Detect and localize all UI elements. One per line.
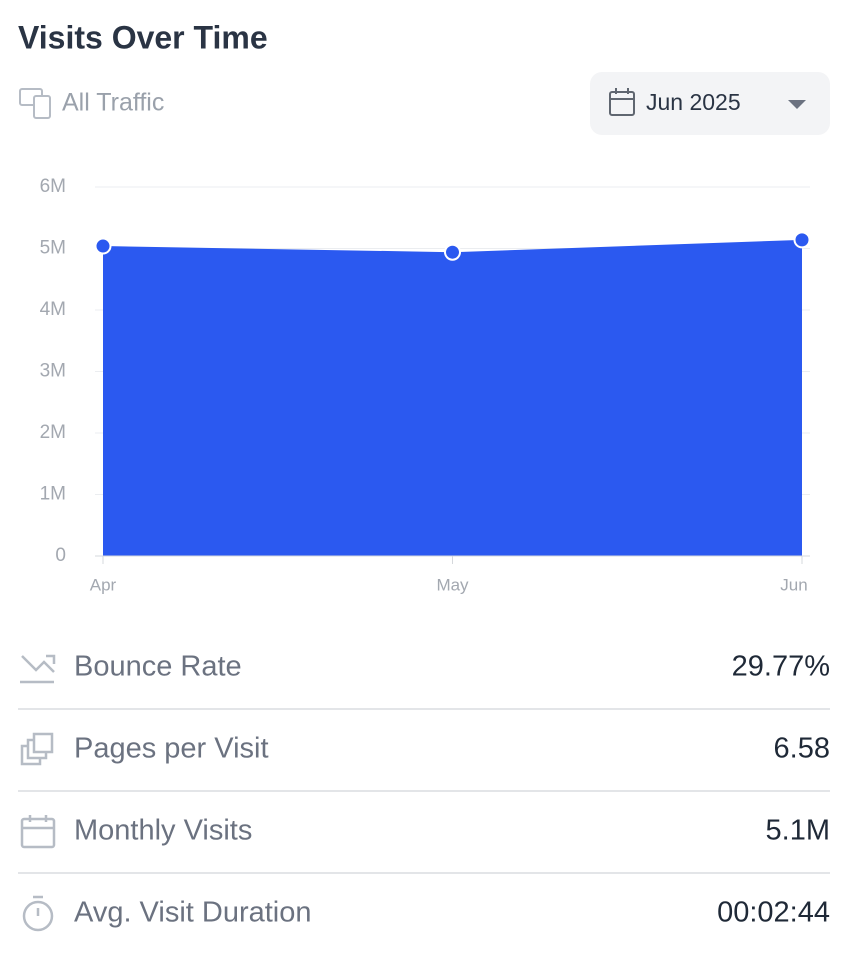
y-tick-label: 0 (55, 545, 66, 566)
traffic-icon (19, 88, 51, 119)
metric-label: Pages per Visit (74, 733, 269, 765)
metric-value: 00:02:44 (717, 897, 830, 929)
metric-value: 29.77% (732, 651, 830, 683)
date-dropdown[interactable] (590, 72, 830, 135)
traffic-filter[interactable]: All Traffic (62, 89, 164, 117)
visits-icon (20, 815, 56, 849)
x-tick-label: Apr (90, 575, 117, 594)
metric-label: Bounce Rate (74, 651, 242, 683)
calendar-icon (609, 88, 635, 116)
date-label[interactable]: Jun 2025 (646, 89, 741, 115)
metric-value: 5.1M (766, 815, 830, 847)
metric-value: 6.58 (774, 733, 830, 765)
chart: 0 1M 2M 3M 4M 5M 6M Apr May Jun (40, 176, 811, 594)
pages-icon (20, 732, 54, 766)
point (444, 243, 461, 261)
metric-label: Monthly Visits (74, 815, 252, 847)
point (94, 237, 112, 255)
dropdown-arrow (788, 100, 806, 109)
y-tick-label: 4M (40, 299, 66, 320)
y-tick-label: 1M (40, 484, 66, 505)
duration-icon (22, 895, 54, 932)
y-tick-label: 3M (40, 361, 66, 382)
title: Visits Over Time (18, 19, 268, 55)
bounce-icon (20, 654, 56, 684)
x-tick-label: Jun (780, 575, 807, 594)
x-tick-label: May (436, 575, 469, 594)
area (103, 239, 802, 556)
metrics: Bounce Rate 29.77% Pages per Visit 6.58 Mont… (18, 651, 830, 929)
point (793, 231, 811, 249)
y-tick-label: 2M (40, 422, 66, 443)
y-tick-label: 6M (40, 176, 66, 197)
y-tick-label: 5M (40, 238, 66, 259)
metric-label: Avg. Visit Duration (74, 897, 312, 929)
